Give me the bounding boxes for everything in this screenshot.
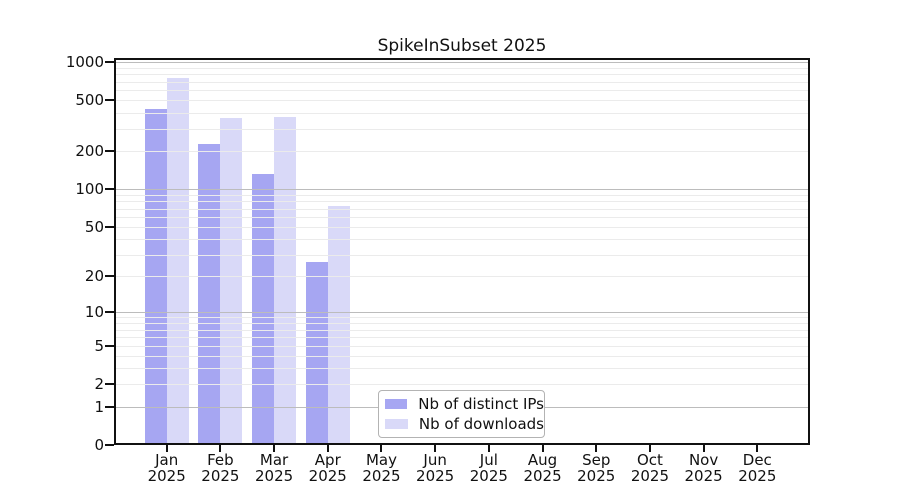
x-tick-mark <box>702 445 705 452</box>
gridline-minor <box>114 67 810 69</box>
x-tick-label: Jun 2025 <box>416 451 455 485</box>
gridline-minor <box>114 74 810 76</box>
gridline-major <box>114 189 810 191</box>
bar-feb-distinct-ips <box>198 143 221 445</box>
y-tick-label: 500 <box>75 91 104 110</box>
gridline-minor <box>114 151 810 153</box>
x-tick-mark <box>380 445 383 452</box>
bar-mar-distinct-ips <box>252 173 275 445</box>
y-tick-label: 2 <box>94 375 104 394</box>
x-tick-label: Dec 2025 <box>738 451 777 485</box>
y-tick-mark <box>105 383 114 386</box>
bar-feb-downloads <box>220 118 243 445</box>
bar-apr-downloads <box>327 205 350 445</box>
y-tick-label: 20 <box>84 267 104 286</box>
y-tick-mark <box>105 444 114 446</box>
x-tick-label: Jul 2025 <box>469 451 508 485</box>
gridline-minor <box>114 227 810 229</box>
gridline-minor <box>114 208 810 210</box>
legend-swatch-distinct-ips <box>385 399 408 409</box>
y-tick-mark <box>105 99 114 102</box>
y-tick-label: 200 <box>75 142 104 161</box>
legend-label-distinct-ips: Nb of distinct IPs <box>418 394 544 413</box>
gridline-minor <box>114 337 810 339</box>
gridline-minor <box>114 276 810 278</box>
y-tick-mark <box>105 61 114 64</box>
x-tick-label: Nov 2025 <box>684 451 723 485</box>
gridline-minor <box>114 384 810 386</box>
x-tick-label: Oct 2025 <box>630 451 669 485</box>
x-tick-mark <box>648 445 651 452</box>
legend: Nb of distinct IPs Nb of downloads <box>378 390 545 438</box>
gridline-minor <box>114 329 810 331</box>
gridline-minor <box>114 100 810 102</box>
gridline-minor <box>114 355 810 357</box>
bars-layer <box>114 58 810 445</box>
gridline-minor <box>114 90 810 92</box>
x-tick-label: Sep 2025 <box>577 451 616 485</box>
x-tick-mark <box>541 445 544 452</box>
x-tick-label: Apr 2025 <box>308 451 347 485</box>
y-tick-label: 5 <box>94 336 104 355</box>
x-tick-mark <box>434 445 437 452</box>
gridline-minor <box>114 254 810 256</box>
gridline-minor <box>114 128 810 130</box>
gridline-minor <box>114 317 810 319</box>
gridline-minor <box>114 345 810 347</box>
gridline-minor <box>114 217 810 219</box>
y-tick-mark <box>105 275 114 278</box>
x-tick-label: Jan 2025 <box>147 451 186 485</box>
gridline-minor <box>114 323 810 325</box>
y-tick-label: 1 <box>94 397 104 416</box>
x-tick-mark <box>595 445 598 452</box>
y-tick-label: 0 <box>94 436 104 454</box>
x-tick-mark <box>273 445 276 452</box>
gridline-minor <box>114 239 810 241</box>
bar-mar-downloads <box>274 117 297 445</box>
y-tick-mark <box>105 226 114 229</box>
y-tick-mark <box>105 344 114 347</box>
x-tick-label: Mar 2025 <box>254 451 294 485</box>
gridline-major <box>114 62 810 64</box>
x-tick-mark <box>326 445 329 452</box>
gridline-major <box>114 312 810 314</box>
y-tick-label: 1000 <box>65 53 104 72</box>
x-tick-mark <box>219 445 222 452</box>
x-tick-label: Feb 2025 <box>201 451 240 485</box>
x-tick-label: Aug 2025 <box>523 451 562 485</box>
gridline-minor <box>114 81 810 83</box>
bar-jan-downloads <box>166 77 189 445</box>
legend-swatch-downloads <box>385 419 408 429</box>
y-tick-label: 10 <box>84 303 104 322</box>
y-tick-mark <box>105 150 114 153</box>
y-tick-mark <box>105 188 114 191</box>
legend-label-downloads: Nb of downloads <box>418 414 544 433</box>
y-tick-label: 100 <box>75 180 104 199</box>
bar-apr-distinct-ips <box>305 262 328 445</box>
legend-item-distinct-ips: Nb of distinct IPs <box>385 394 544 413</box>
x-tick-mark <box>165 445 168 452</box>
y-tick-mark <box>105 311 114 314</box>
x-tick-mark <box>756 445 759 452</box>
x-tick-label: May 2025 <box>362 451 401 485</box>
gridline-minor <box>114 112 810 114</box>
gridline-minor <box>114 201 810 203</box>
chart-title: SpikeInSubset 2025 <box>377 36 547 56</box>
plot-area <box>114 58 810 445</box>
y-tick-label: 50 <box>84 218 104 237</box>
gridline-minor <box>114 194 810 196</box>
gridline-minor <box>114 368 810 370</box>
legend-item-downloads: Nb of downloads <box>385 414 544 433</box>
y-tick-mark <box>105 405 114 408</box>
x-tick-mark <box>487 445 490 452</box>
grid-layer <box>114 58 810 445</box>
